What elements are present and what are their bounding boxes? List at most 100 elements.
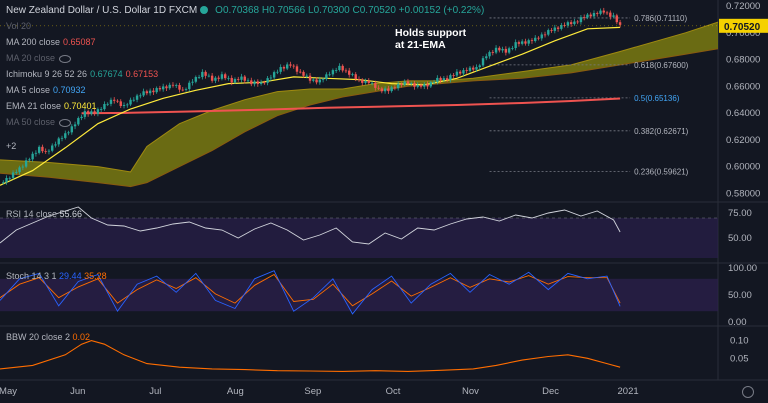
candle-body	[103, 104, 106, 110]
indicator-legend-3[interactable]: MA 5 close 0.70932	[6, 85, 86, 95]
candle-body	[348, 70, 351, 75]
vol-legend[interactable]: Vol 20	[6, 21, 32, 31]
indicator-legend-5[interactable]: MA 50 close	[6, 117, 72, 128]
hidden-eye-icon	[59, 118, 72, 127]
candle-body	[191, 81, 194, 83]
candle-body	[34, 152, 38, 154]
indicator-legend-1[interactable]: MA 20 close	[6, 53, 72, 64]
candle-body	[504, 48, 508, 53]
candle-body	[181, 89, 184, 91]
candle-body	[527, 40, 530, 44]
candle-body	[113, 99, 116, 101]
candle-body	[423, 84, 426, 87]
candle-body	[139, 95, 142, 97]
candle-body	[312, 79, 315, 81]
candle-body	[468, 67, 472, 71]
candle-body	[318, 79, 322, 83]
chart-title: New Zealand Dollar / U.S. Dollar 1D FXCM…	[6, 5, 484, 16]
candle-body	[507, 48, 511, 53]
indicator-legend-4[interactable]: EMA 21 close 0.70401	[6, 101, 97, 111]
ohlc-readout: O0.70368 H0.70566 L0.70300 C0.70520 +0.0…	[215, 5, 485, 16]
candle-body	[344, 70, 348, 72]
bbw-tick-0: 0.05	[730, 353, 749, 364]
time-tick-2: Jul	[149, 386, 161, 397]
candle-body	[57, 138, 60, 145]
candle-body	[253, 81, 256, 85]
candle-body	[351, 74, 354, 76]
candle-body	[383, 88, 387, 92]
candle-body	[302, 71, 305, 76]
candle-body	[201, 71, 204, 78]
candle-body	[354, 74, 357, 80]
candle-body	[566, 22, 570, 26]
candle-body	[377, 87, 380, 89]
candle-body	[429, 82, 432, 87]
annotation-line-1: Holds support	[395, 27, 467, 39]
indicator-legend-2[interactable]: Ichimoku 9 26 52 26 0.67674 0.67153	[6, 69, 159, 79]
candle-body	[47, 150, 51, 152]
bbw-title: BBW 20 close 2 0.02	[6, 332, 90, 342]
candle-body	[145, 91, 149, 94]
candle-body	[129, 99, 132, 105]
candle-body	[419, 84, 423, 87]
candle-body	[21, 166, 25, 168]
bbw-tick-1: 0.10	[730, 336, 749, 347]
candle-body	[44, 151, 47, 152]
candle-body	[547, 30, 550, 35]
stoch-title: Stoch 14 3 1 29.44 35.28	[6, 271, 107, 281]
stoch-tick-1: 50.00	[728, 290, 752, 301]
last-price-label: 0.70520	[724, 22, 761, 33]
candle-body	[227, 77, 230, 79]
candle-body	[618, 22, 622, 25]
candle-body	[573, 21, 576, 25]
candle-body	[586, 14, 589, 18]
candle-body	[155, 88, 158, 93]
left-counter: +2	[6, 141, 17, 151]
settings-gear-icon[interactable]	[742, 386, 754, 398]
candle-body	[286, 64, 289, 69]
candle-body	[243, 76, 246, 81]
candle-body	[475, 67, 478, 70]
candle-body	[77, 118, 80, 125]
candle-body	[511, 48, 514, 49]
candle-body	[517, 42, 521, 44]
indicator-legend-0[interactable]: MA 200 close 0.65087	[6, 37, 96, 47]
candle-body	[83, 111, 87, 117]
candle-body	[70, 126, 73, 133]
time-tick-8: 2021	[618, 386, 639, 397]
time-tick-7: Dec	[542, 386, 559, 397]
candle-body	[452, 75, 455, 76]
candle-body	[390, 87, 393, 92]
market-status-icon	[200, 6, 209, 15]
candle-body	[292, 65, 295, 67]
rsi-value: 55.66	[60, 209, 83, 219]
stoch-d-value: 35.28	[84, 271, 107, 281]
candle-body	[387, 88, 390, 92]
candle-body	[442, 78, 446, 81]
candle-body	[396, 83, 400, 89]
candle-body	[361, 79, 364, 83]
candle-body	[543, 34, 547, 36]
candle-body	[237, 79, 240, 80]
candle-body	[197, 77, 201, 78]
instrument-label: New Zealand Dollar / U.S. Dollar 1D FXCM	[6, 5, 198, 16]
candle-body	[51, 145, 54, 151]
fib-label-1: 0.618(0.67600)	[634, 61, 689, 70]
candle-body	[217, 77, 220, 79]
candle-body	[393, 87, 397, 89]
hidden-eye-icon	[59, 54, 72, 63]
candle-body	[269, 77, 273, 79]
candle-body	[589, 14, 592, 17]
fib-label-0: 0.786(0.71110)	[634, 14, 687, 23]
candle-body	[576, 21, 579, 23]
candle-body	[478, 65, 481, 68]
candle-body	[152, 90, 155, 93]
fib-label-4: 0.236(0.59621)	[634, 168, 689, 177]
candle-body	[8, 177, 11, 179]
candle-body	[246, 80, 250, 82]
candle-body	[413, 83, 416, 87]
candle-body	[380, 88, 384, 92]
candle-body	[341, 65, 344, 71]
candle-body	[364, 80, 367, 83]
candle-body	[328, 74, 331, 76]
